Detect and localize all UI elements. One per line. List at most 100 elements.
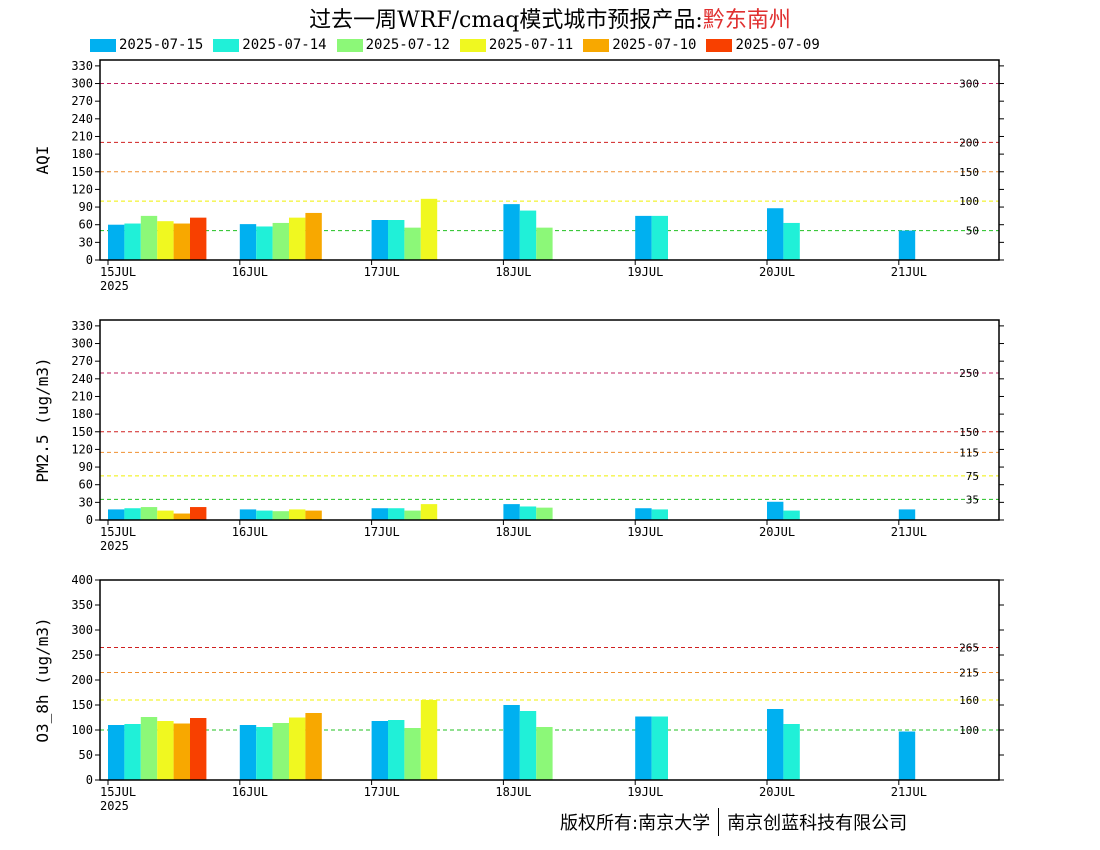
y-tick-label: 240 [71,372,93,386]
bar [420,198,438,260]
y-axis-label: PM2.5 (ug/m3) [33,357,52,482]
y-tick-label: 150 [71,698,93,712]
footer-left: 版权所有:南京大学 [560,813,711,834]
y-tick-label: 300 [71,623,93,637]
bar [289,717,306,780]
y-tick-label: 270 [71,354,93,368]
bar [272,222,289,260]
bar [536,227,553,260]
bar [767,709,784,780]
y-tick-label: 90 [79,200,93,214]
bar [371,721,388,780]
copyright-footer: 版权所有:南京大学 南京创蓝科技有限公司 [560,808,907,836]
y-axis-label: AQI [33,146,52,175]
bar [635,716,652,780]
y-tick-label: 50 [79,748,93,762]
y-tick-label: 240 [71,112,93,126]
threshold-label: 265 [959,642,979,655]
x-tick-label: 15JUL [100,785,136,799]
bar [635,215,652,260]
bar [404,510,421,520]
bar [289,217,306,260]
threshold-label: 35 [966,493,979,506]
y-tick-label: 120 [71,182,93,196]
bar [157,221,174,260]
x-year-label: 2025 [100,279,129,293]
x-tick-label: 15JUL [100,525,136,539]
legend-label: 2025-07-12 [365,37,450,53]
y-tick-label: 120 [71,442,93,456]
bar [898,731,916,780]
x-tick-label: 17JUL [364,265,400,279]
y-tick-label: 100 [71,723,93,737]
bar [420,504,438,520]
y-tick-label: 180 [71,407,93,421]
bar [305,212,322,260]
plot-frame [99,59,1000,261]
bar [140,215,158,260]
bar [651,509,668,520]
y-tick-label: 180 [71,147,93,161]
x-tick-label: 15JUL [100,265,136,279]
legend-label: 2025-07-15 [119,37,204,53]
bar [404,728,421,780]
y-tick-label: 330 [71,59,93,73]
bar [272,723,289,780]
x-tick-label: 19JUL [627,265,663,279]
threshold-label: 250 [959,367,979,380]
legend-swatch [583,38,610,52]
bar [256,727,273,780]
bar [519,711,537,780]
legend-label: 2025-07-10 [612,37,697,53]
bar [305,510,322,520]
bar [635,508,652,520]
x-year-label: 2025 [100,539,129,553]
x-tick-label: 20JUL [759,265,795,279]
y-tick-label: 0 [86,773,93,787]
bar [898,230,916,260]
bar [388,720,405,780]
bar [503,705,520,780]
y-tick-label: 300 [71,77,93,91]
bar [157,721,174,780]
y-tick-label: 60 [79,218,93,232]
x-tick-label: 16JUL [232,265,268,279]
y-tick-label: 250 [71,648,93,662]
bar [289,509,306,520]
bar [783,222,800,260]
x-tick-label: 18JUL [495,525,531,539]
threshold-label: 115 [959,446,979,459]
chart-panel-1: 250 150 115 75 35 0 30 60 90 120 150 180 210 240 270 30… [33,319,1004,553]
bar [371,508,388,520]
bar [190,718,207,780]
bar [651,215,668,260]
y-tick-label: 270 [71,94,93,108]
y-tick-label: 300 [71,337,93,351]
bar [239,725,257,780]
bar [239,509,257,520]
x-tick-label: 18JUL [495,785,531,799]
x-tick-label: 21JUL [891,785,927,799]
bar [767,208,784,260]
threshold-label: 100 [959,724,979,737]
bar [108,509,125,520]
threshold-label: 75 [966,470,979,483]
bar [140,507,158,520]
bar [651,716,668,780]
legend-label: 2025-07-14 [242,37,327,53]
y-tick-label: 0 [86,253,93,267]
legend-item: 2025-07-14 [213,37,327,53]
x-tick-label: 21JUL [891,265,927,279]
title-prefix: 过去一周WRF/cmaq模式城市预报产品: [309,8,703,33]
y-tick-label: 210 [71,129,93,143]
bar [157,510,174,520]
bar [190,217,207,260]
bar [256,510,273,520]
legend-swatch [706,38,733,52]
y-tick-label: 350 [71,598,93,612]
bar [371,220,388,260]
footer-right: 南京创蓝科技有限公司 [727,813,908,834]
legend-item: 2025-07-11 [459,37,573,53]
threshold-label: 50 [966,225,979,238]
